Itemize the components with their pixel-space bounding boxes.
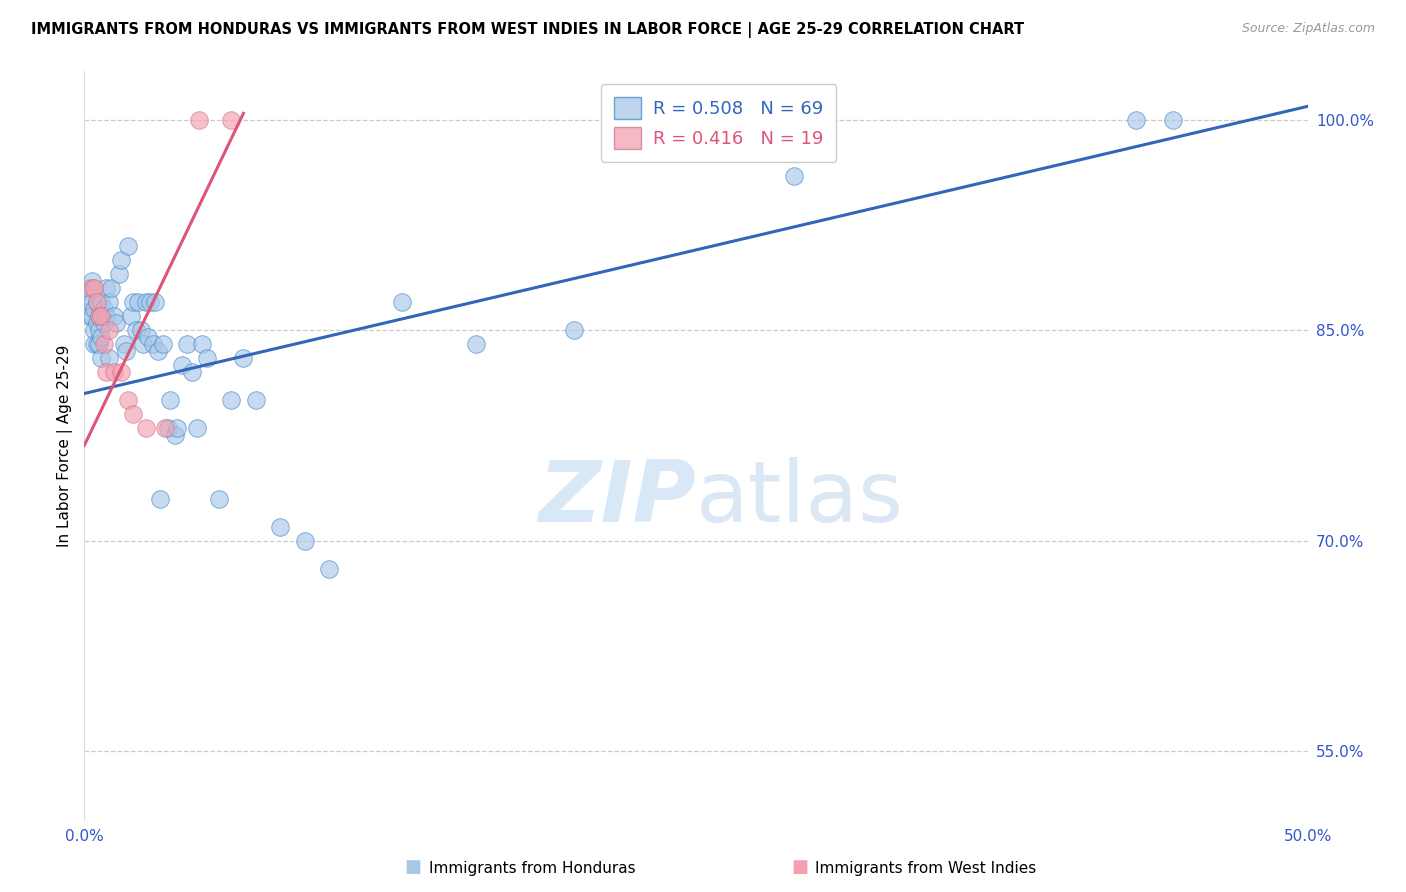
Point — [103, 366, 125, 380]
Point — [87, 323, 110, 337]
Point — [83, 281, 105, 295]
Point — [245, 393, 267, 408]
Point — [90, 330, 112, 344]
Point — [143, 295, 166, 310]
Point — [86, 317, 108, 331]
Point — [80, 295, 103, 310]
Point — [172, 359, 194, 373]
Point — [562, 323, 585, 337]
Point — [86, 337, 108, 351]
Point — [163, 428, 186, 442]
Point — [107, 268, 129, 282]
Point — [127, 295, 149, 310]
Point — [135, 295, 157, 310]
Point — [208, 491, 231, 506]
Point — [96, 281, 118, 295]
Text: ■: ■ — [792, 858, 808, 876]
Point — [87, 337, 110, 351]
Point — [146, 828, 169, 842]
Point — [135, 421, 157, 435]
Point — [176, 337, 198, 351]
Point — [100, 281, 122, 295]
Point — [153, 421, 176, 435]
Point — [93, 302, 115, 317]
Point — [77, 310, 100, 324]
Point — [129, 323, 152, 337]
Point — [120, 310, 142, 324]
Point — [87, 310, 110, 324]
Point — [186, 421, 208, 435]
Point — [76, 288, 98, 302]
Point — [188, 113, 211, 128]
Point — [122, 295, 145, 310]
Point — [97, 295, 120, 310]
Text: Source: ZipAtlas.com: Source: ZipAtlas.com — [1241, 22, 1375, 36]
Point — [156, 421, 179, 435]
Text: ZIP: ZIP — [538, 457, 696, 540]
Point — [93, 317, 115, 331]
Point — [87, 310, 110, 324]
Point — [232, 351, 254, 366]
Point — [219, 393, 242, 408]
Point — [86, 295, 108, 310]
Text: Immigrants from Honduras: Immigrants from Honduras — [429, 861, 636, 876]
Point — [136, 330, 159, 344]
Point — [97, 351, 120, 366]
Point — [93, 337, 115, 351]
Point — [80, 275, 103, 289]
Point — [80, 281, 103, 295]
Point — [1125, 113, 1147, 128]
Point — [80, 310, 103, 324]
Point — [117, 393, 139, 408]
Point — [152, 337, 174, 351]
Point — [149, 491, 172, 506]
Point — [125, 323, 148, 337]
Point — [112, 337, 135, 351]
Point — [105, 317, 128, 331]
Point — [391, 295, 413, 310]
Text: ■: ■ — [405, 858, 422, 876]
Point — [110, 253, 132, 268]
Point — [166, 421, 188, 435]
Point — [117, 239, 139, 253]
Point — [464, 337, 486, 351]
Point — [132, 337, 155, 351]
Text: atlas: atlas — [696, 457, 904, 540]
Point — [115, 344, 138, 359]
Point — [783, 169, 806, 184]
Point — [90, 310, 112, 324]
Point — [139, 295, 162, 310]
Point — [90, 295, 112, 310]
Point — [159, 393, 181, 408]
Point — [97, 323, 120, 337]
Point — [86, 295, 108, 310]
Point — [122, 408, 145, 422]
Point — [110, 366, 132, 380]
Point — [103, 310, 125, 324]
Point — [96, 366, 118, 380]
Point — [142, 337, 165, 351]
Y-axis label: In Labor Force | Age 25-29: In Labor Force | Age 25-29 — [58, 345, 73, 547]
Point — [83, 337, 105, 351]
Point — [83, 302, 105, 317]
Point — [1161, 113, 1184, 128]
Point — [96, 310, 118, 324]
Legend: R = 0.508   N = 69, R = 0.416   N = 19: R = 0.508 N = 69, R = 0.416 N = 19 — [600, 84, 837, 161]
Text: Immigrants from West Indies: Immigrants from West Indies — [815, 861, 1036, 876]
Point — [195, 351, 218, 366]
Text: IMMIGRANTS FROM HONDURAS VS IMMIGRANTS FROM WEST INDIES IN LABOR FORCE | AGE 25-: IMMIGRANTS FROM HONDURAS VS IMMIGRANTS F… — [31, 22, 1024, 38]
Point — [181, 366, 204, 380]
Point — [83, 323, 105, 337]
Point — [219, 113, 242, 128]
Point — [77, 281, 100, 295]
Point — [90, 351, 112, 366]
Point — [294, 533, 316, 548]
Point — [191, 337, 214, 351]
Point — [146, 344, 169, 359]
Point — [318, 561, 340, 575]
Point — [269, 519, 291, 533]
